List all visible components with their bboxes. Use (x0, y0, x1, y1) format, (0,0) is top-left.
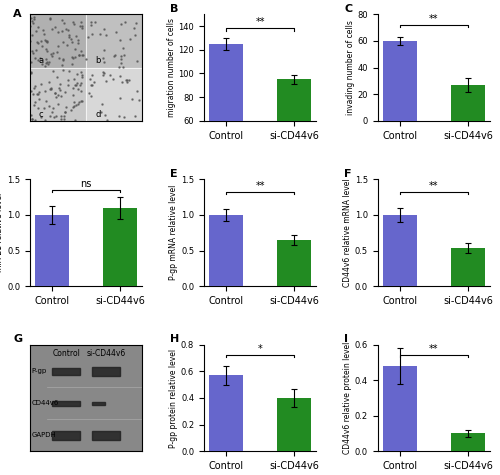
Y-axis label: CD44v6 relative protein level: CD44v6 relative protein level (343, 342, 352, 454)
Bar (92, 402, 105, 405)
Bar (383, 41, 417, 121)
Bar (86, 67, 142, 121)
Text: c: c (39, 110, 44, 119)
Text: d: d (95, 110, 100, 119)
Text: Control: Control (52, 349, 80, 358)
Bar (277, 240, 311, 286)
Bar (52, 400, 80, 406)
Bar (92, 367, 120, 376)
Bar (451, 434, 485, 451)
Text: G: G (13, 334, 22, 344)
Text: P-gp: P-gp (32, 368, 47, 374)
Bar (383, 215, 417, 286)
Bar (103, 208, 137, 286)
Bar (451, 248, 485, 286)
Bar (209, 375, 243, 451)
Bar (30, 14, 86, 67)
Bar (52, 368, 80, 374)
Bar (277, 398, 311, 451)
Text: H: H (170, 334, 179, 344)
Bar (35, 215, 69, 286)
Text: **: ** (429, 181, 438, 191)
Text: b: b (95, 57, 100, 66)
Text: F: F (344, 169, 352, 179)
Y-axis label: migration number of cells: migration number of cells (166, 18, 175, 117)
Y-axis label: P-gp mRNA relative level: P-gp mRNA relative level (170, 185, 178, 280)
Y-axis label: P-gp protein relative level: P-gp protein relative level (169, 348, 178, 447)
Text: ns: ns (80, 179, 92, 189)
Bar (209, 44, 243, 192)
Text: B: B (170, 4, 178, 14)
Bar (451, 85, 485, 121)
Text: E: E (170, 169, 178, 179)
Y-axis label: miR-21 relative level: miR-21 relative level (0, 193, 4, 272)
Bar (52, 431, 80, 439)
Text: a: a (39, 57, 44, 66)
Bar (86, 14, 142, 67)
Text: I: I (344, 334, 348, 344)
Bar (209, 215, 243, 286)
Bar (383, 366, 417, 451)
Text: C: C (344, 4, 352, 14)
Text: **: ** (256, 18, 265, 28)
Text: *: * (258, 344, 262, 354)
Text: **: ** (429, 344, 438, 354)
Text: **: ** (429, 14, 438, 24)
Text: GAPDH: GAPDH (32, 432, 56, 438)
Bar (277, 79, 311, 192)
Y-axis label: invading number of cells: invading number of cells (346, 20, 354, 115)
Bar (92, 431, 120, 439)
Text: **: ** (256, 181, 265, 191)
Text: CD44v6: CD44v6 (32, 400, 59, 406)
Text: A: A (13, 9, 22, 19)
Text: si-CD44v6: si-CD44v6 (86, 349, 126, 358)
Y-axis label: CD44v6 relative mRNA level: CD44v6 relative mRNA level (343, 179, 352, 287)
Bar (30, 67, 86, 121)
